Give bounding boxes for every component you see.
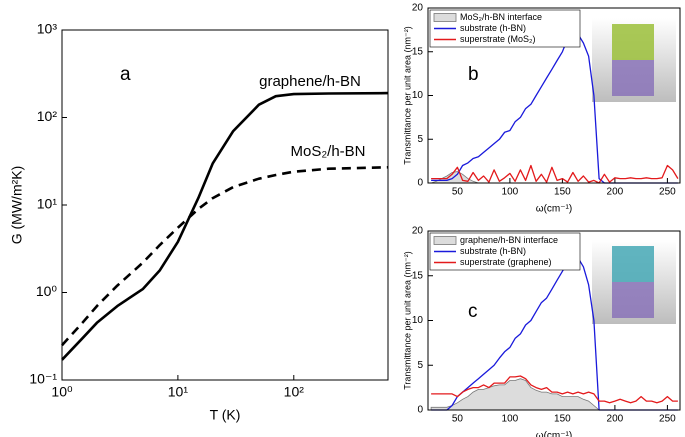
plot-frame: [61, 29, 389, 381]
x-tick-label: 150: [554, 187, 571, 198]
y-tick-label: 10¹: [37, 196, 58, 212]
annotation: b: [468, 64, 479, 85]
x-tick-label: 100: [502, 414, 519, 425]
legend-label: superstrate (graphene): [460, 257, 552, 267]
legend-label: substrate (h-BN): [460, 246, 526, 256]
legend-label: superstrate (MoS₂): [460, 34, 536, 44]
y-tick-label: 10³: [37, 21, 58, 37]
x-axis-label: T (K): [210, 407, 241, 423]
chart-panel: 50 100 150 200 250 0 5 10 15 20 ω(cm⁻¹) Transmittan…: [402, 226, 681, 437]
y-tick-label: 20: [412, 3, 424, 14]
inset-structure-b: [592, 18, 676, 102]
series-line: [431, 375, 678, 404]
y-tick-label: 0: [417, 178, 423, 189]
inset-structure-c: [592, 240, 676, 324]
x-tick-label: 200: [607, 187, 624, 198]
x-tick-label: 200: [607, 414, 624, 425]
series-area: [430, 378, 678, 411]
legend-swatch: [433, 13, 457, 22]
y-tick-label: 10: [412, 315, 424, 326]
plot-frame: [427, 7, 681, 184]
y-tick-label: 0: [417, 405, 423, 416]
y-tick-label: 10²: [37, 108, 58, 124]
legend-swatch: [433, 236, 457, 245]
y-tick-label: 10⁻¹: [29, 371, 57, 387]
y-tick-label: 5: [417, 360, 423, 371]
y-tick-label: 5: [417, 134, 423, 145]
x-tick-label: 250: [659, 414, 676, 425]
x-tick-label: 10⁰: [51, 384, 73, 400]
y-tick-label: 20: [412, 226, 424, 237]
x-tick-label: 10¹: [168, 384, 189, 400]
x-axis-label: ω(cm⁻¹): [536, 431, 572, 437]
y-tick-label: 10: [412, 90, 424, 101]
x-tick-label: 250: [659, 187, 676, 198]
plot-frame: [427, 230, 681, 411]
series-line: [61, 166, 389, 347]
y-axis-label: G (MW/m²K): [9, 166, 25, 245]
x-tick-label: 10²: [284, 384, 305, 400]
legend-label: graphene/h-BN interface: [460, 235, 558, 245]
x-tick-label: 50: [452, 187, 464, 198]
x-tick-label: 50: [452, 414, 464, 425]
y-tick-label: 10⁰: [36, 283, 58, 299]
annotation: MoS₂/h-BN: [290, 143, 365, 160]
annotation: a: [120, 64, 131, 85]
y-tick-label: 15: [412, 270, 424, 281]
x-tick-label: 150: [554, 414, 571, 425]
legend-label: substrate (h-BN): [460, 23, 526, 33]
series-line: [431, 164, 679, 184]
legend-label: MoS₂/h-BN interface: [460, 12, 542, 22]
y-axis-label: Transmittance per unit area (nm⁻²): [402, 251, 412, 389]
series-line: [61, 91, 389, 361]
y-axis-label: Transmittance per unit area (nm⁻²): [402, 26, 412, 164]
annotation: c: [468, 301, 478, 322]
chart-panel: 50 100 150 200 250 0 5 10 15 20 ω(cm⁻¹) Transmittan…: [402, 3, 681, 215]
x-axis-label: ω(cm⁻¹): [536, 204, 572, 215]
annotation: graphene/h-BN: [259, 73, 361, 90]
x-tick-label: 100: [502, 187, 519, 198]
y-tick-label: 15: [412, 46, 424, 57]
